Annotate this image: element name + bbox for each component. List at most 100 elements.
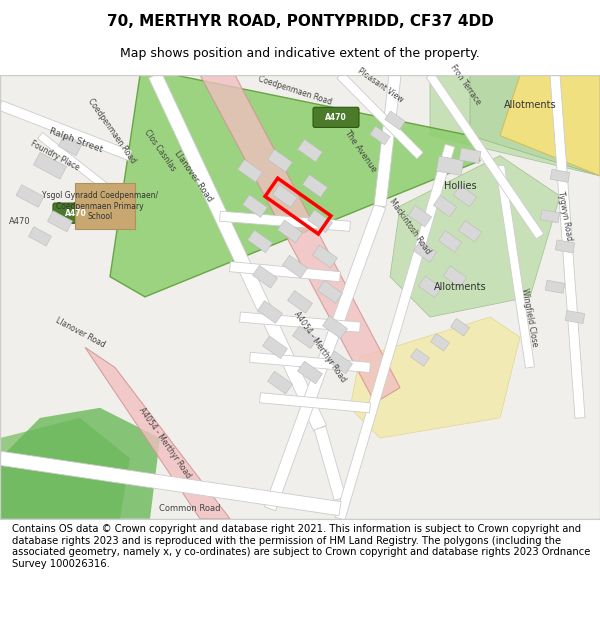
Text: Allotments: Allotments [503,100,556,110]
Polygon shape [323,316,347,339]
Polygon shape [390,156,560,317]
Polygon shape [439,231,461,252]
Polygon shape [200,75,400,402]
Text: Llanover Road: Llanover Road [54,316,106,349]
Polygon shape [458,221,482,242]
Text: A4054 - Merthyr Road: A4054 - Merthyr Road [137,406,193,480]
Polygon shape [239,312,361,332]
Polygon shape [29,227,52,246]
Polygon shape [443,266,467,288]
Polygon shape [257,301,283,323]
Polygon shape [540,209,560,222]
Text: The Avenue: The Avenue [342,127,378,174]
Polygon shape [370,126,390,145]
Text: Contains OS data © Crown copyright and database right 2021. This information is : Contains OS data © Crown copyright and d… [12,524,590,569]
Polygon shape [436,156,464,176]
Text: Fron Terrace: Fron Terrace [448,63,482,107]
Polygon shape [374,74,401,207]
Polygon shape [220,211,350,231]
Polygon shape [308,210,332,232]
Polygon shape [38,132,133,209]
Polygon shape [250,352,370,372]
Polygon shape [426,72,544,239]
Text: Mackintosh Road: Mackintosh Road [388,197,433,256]
Text: A470: A470 [325,113,347,122]
Polygon shape [433,196,457,217]
Polygon shape [238,159,262,182]
Polygon shape [350,317,520,438]
Polygon shape [260,392,370,413]
Polygon shape [298,139,322,162]
Polygon shape [430,75,600,176]
FancyBboxPatch shape [53,203,99,223]
Polygon shape [268,371,292,394]
Polygon shape [409,206,431,227]
Polygon shape [253,266,277,288]
Polygon shape [242,195,268,218]
Polygon shape [283,255,307,278]
Polygon shape [265,204,386,511]
Polygon shape [454,185,476,207]
Polygon shape [550,74,585,418]
FancyBboxPatch shape [313,107,359,127]
Polygon shape [263,336,287,359]
Text: Tygwyn Road: Tygwyn Road [556,191,574,242]
Polygon shape [337,72,423,159]
Polygon shape [272,185,298,208]
Polygon shape [459,148,481,163]
Polygon shape [328,351,352,374]
Polygon shape [58,136,82,156]
Polygon shape [34,152,67,179]
Polygon shape [230,262,340,282]
Text: Foundry Place: Foundry Place [29,139,81,172]
Text: Coedpenmaen Road: Coedpenmaen Road [257,74,333,106]
Polygon shape [565,311,585,324]
Text: Coedpenmaen Road: Coedpenmaen Road [86,96,138,164]
Polygon shape [0,418,130,519]
Polygon shape [298,361,322,384]
Polygon shape [313,245,337,268]
Polygon shape [410,349,430,366]
Polygon shape [314,426,346,500]
Text: 70, MERTHYR ROAD, PONTYPRIDD, CF37 4DD: 70, MERTHYR ROAD, PONTYPRIDD, CF37 4DD [107,14,493,29]
Polygon shape [418,276,442,298]
Text: A470: A470 [65,209,87,217]
Text: Llanover Road: Llanover Road [172,149,214,203]
Polygon shape [110,75,480,297]
Text: Pleasant View: Pleasant View [355,66,404,104]
Polygon shape [500,75,600,176]
Polygon shape [317,281,343,303]
Text: A4054 - Merthyr Road: A4054 - Merthyr Road [292,310,348,384]
Polygon shape [16,185,44,208]
Text: Hollies: Hollies [443,181,476,191]
Polygon shape [77,186,133,226]
Polygon shape [248,230,272,253]
Polygon shape [47,211,73,232]
Polygon shape [0,408,160,519]
Polygon shape [0,451,341,516]
Polygon shape [293,326,317,349]
Polygon shape [545,280,565,293]
Text: Ralph Street: Ralph Street [48,127,104,154]
Text: Map shows position and indicative extent of the property.: Map shows position and indicative extent… [120,48,480,61]
Polygon shape [431,334,449,351]
Text: Ysgol Gynradd Coedpenmaen/
Coedpenmaen Primary
School: Ysgol Gynradd Coedpenmaen/ Coedpenmaen P… [42,191,158,221]
Polygon shape [302,174,328,198]
Text: Allotments: Allotments [434,282,487,292]
Polygon shape [385,111,405,130]
Polygon shape [85,348,230,519]
Text: A470: A470 [9,217,31,226]
Polygon shape [555,240,575,253]
Polygon shape [470,75,600,176]
Text: Clos Casnlas: Clos Casnlas [142,128,178,173]
Polygon shape [287,291,313,313]
Polygon shape [75,183,135,229]
Polygon shape [335,144,455,520]
Polygon shape [413,241,437,262]
Polygon shape [268,149,292,172]
Polygon shape [550,169,570,182]
Polygon shape [278,220,302,243]
Polygon shape [451,318,469,336]
Text: Wingfield Close: Wingfield Close [520,287,539,347]
Polygon shape [0,101,132,161]
